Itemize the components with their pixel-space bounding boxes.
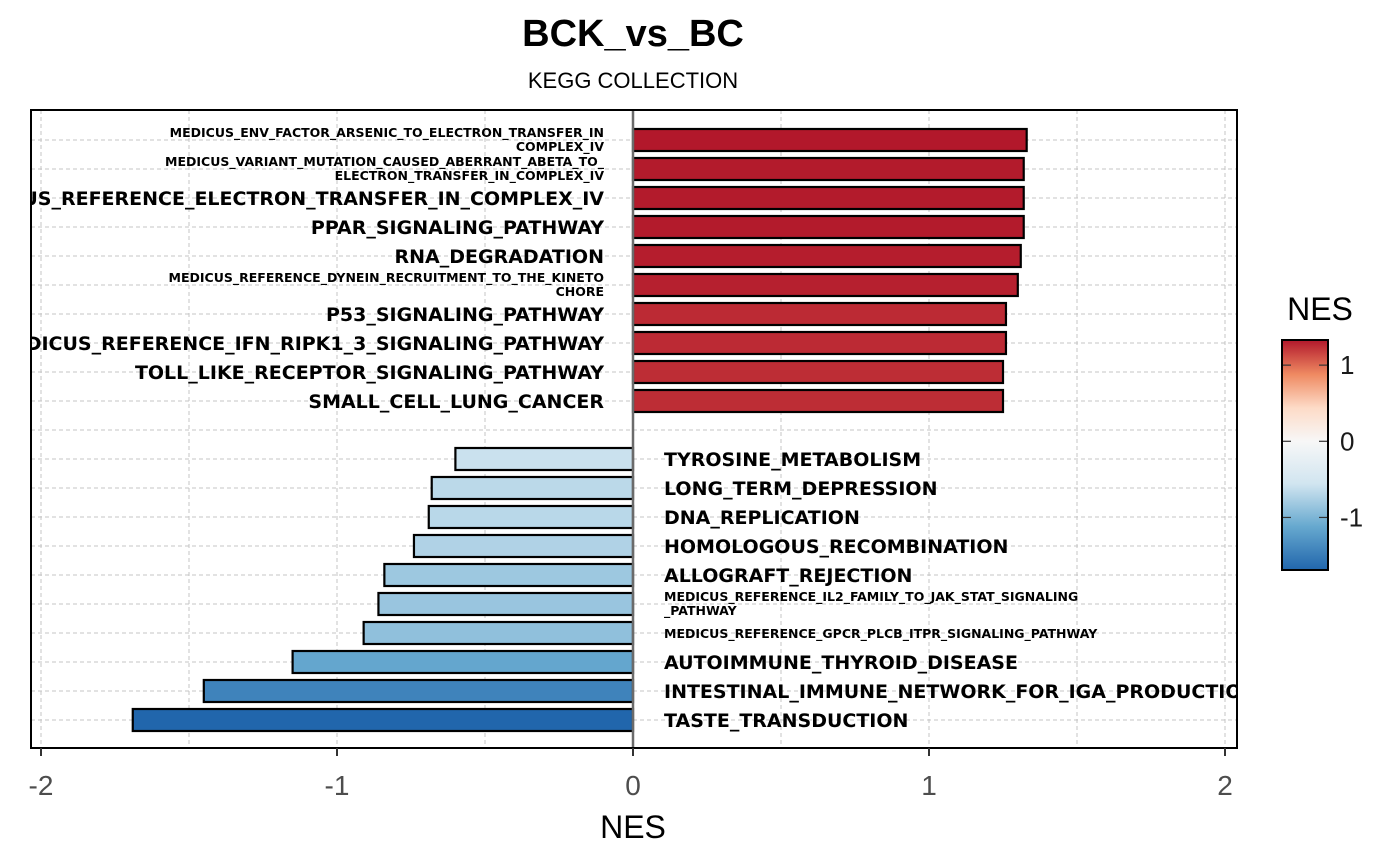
bar-label-line: CHORE <box>556 284 604 299</box>
bar <box>631 214 1025 240</box>
x-tick-label: 1 <box>921 770 937 801</box>
bar-label: TYROSINE_METABOLISM <box>664 449 921 471</box>
bar-label-line: LONG_TERM_DEPRESSION <box>664 478 937 500</box>
bar <box>427 504 635 530</box>
bar-label: MEDICUS_REFERENCE_IL2_FAMILY_TO_JAK_STAT… <box>664 589 1078 619</box>
colorbar-tick-label: 1 <box>1340 350 1354 380</box>
bar-label: TOLL_LIKE_RECEPTOR_SIGNALING_PATHWAY <box>135 362 604 384</box>
bar-label-line: SMALL_CELL_LUNG_CANCER <box>308 391 604 413</box>
bar-label: MEDICUS_VARIANT_MUTATION_CAUSED_ABERRANT… <box>165 154 605 184</box>
bar-label: MEDICUS_REFERENCE_ELECTRON_TRANSFER_IN_C… <box>0 188 604 210</box>
bar-label-line: COMPLEX_IV <box>516 139 604 155</box>
bar <box>383 562 635 588</box>
bar <box>430 475 635 501</box>
bar-label-line: TASTE_TRANSDUCTION <box>664 710 908 732</box>
bar-label-line: MEDICUS_ENV_FACTOR_ARSENIC_TO_ELECTRON_T… <box>170 125 604 141</box>
bar-label: MEDICUS_REFERENCE_IFN_RIPK1_3_SIGNALING_… <box>0 333 604 355</box>
bars <box>131 110 1028 748</box>
bar-label-line: P53_SIGNALING_PATHWAY <box>326 304 604 326</box>
bar-label: SMALL_CELL_LUNG_CANCER <box>308 391 604 413</box>
bar-label-line: MEDICUS_REFERENCE_IFN_RIPK1_3_SIGNALING_… <box>0 333 604 355</box>
bar-label-line: MEDICUS_VARIANT_MUTATION_CAUSED_ABERRANT… <box>165 154 605 170</box>
bar-label-line: ELECTRON_TRANSFER_IN_COMPLEX_IV <box>335 168 605 184</box>
bar <box>631 330 1008 356</box>
x-tick-label: -2 <box>29 770 54 801</box>
bar-label: INTESTINAL_IMMUNE_NETWORK_FOR_IGA_PRODUC… <box>664 681 1257 703</box>
x-tick-label: 0 <box>625 770 641 801</box>
bar <box>631 243 1022 269</box>
bar-label-line: AUTOIMMUNE_THYROID_DISEASE <box>664 652 1018 674</box>
bar-label: MEDICUS_ENV_FACTOR_ARSENIC_TO_ELECTRON_T… <box>170 125 605 155</box>
bar-label-line: DNA_REPLICATION <box>664 507 860 529</box>
x-axis: -2 -1 0 1 2 <box>29 748 1233 801</box>
bar-label: PPAR_SIGNALING_PATHWAY <box>311 217 604 239</box>
bar-label-line: ALLOGRAFT_REJECTION <box>664 565 912 587</box>
bar-label-line: TOLL_LIKE_RECEPTOR_SIGNALING_PATHWAY <box>135 362 604 384</box>
bar-label-line: RNA_DEGRADATION <box>394 246 604 268</box>
bar-label-line: MEDICUS_REFERENCE_IL2_FAMILY_TO_JAK_STAT… <box>664 589 1078 605</box>
bar-label: TASTE_TRANSDUCTION <box>664 710 908 732</box>
bar-label-line: HOMOLOGOUS_RECOMBINATION <box>664 536 1008 558</box>
legend-title: NES <box>1287 291 1353 327</box>
bar <box>131 707 635 733</box>
bar-label-line: MEDICUS_REFERENCE_GPCR_PLCB_ITPR_SIGNALI… <box>664 626 1098 642</box>
bar-label-line: _PATHWAY <box>664 603 738 619</box>
bar-label: AUTOIMMUNE_THYROID_DISEASE <box>664 652 1018 674</box>
bar <box>291 649 635 675</box>
bar <box>631 301 1008 327</box>
bar <box>362 620 635 646</box>
bar-label-line: INTESTINAL_IMMUNE_NETWORK_FOR_IGA_PRODUC… <box>664 681 1257 703</box>
colorbar-tick-label: 0 <box>1340 426 1354 456</box>
bar <box>377 591 635 617</box>
bar-label: MEDICUS_REFERENCE_DYNEIN_RECRUITMENT_TO_… <box>169 270 604 299</box>
x-tick-label: -1 <box>325 770 350 801</box>
bar <box>412 533 635 559</box>
bar <box>631 156 1025 182</box>
bar <box>631 127 1028 153</box>
chart-subtitle: KEGG COLLECTION <box>528 68 738 93</box>
bar-label: RNA_DEGRADATION <box>394 246 604 268</box>
bar <box>631 359 1005 385</box>
bar-label: ALLOGRAFT_REJECTION <box>664 565 912 587</box>
bar-label-line: MEDICUS_REFERENCE_ELECTRON_TRANSFER_IN_C… <box>0 188 604 210</box>
x-tick-label: 2 <box>1217 770 1233 801</box>
bar-label: DNA_REPLICATION <box>664 507 860 529</box>
chart-title: BCK_vs_BC <box>522 13 744 55</box>
colorbar-tick-label: -1 <box>1340 502 1363 532</box>
bar <box>631 388 1005 414</box>
bar-label: P53_SIGNALING_PATHWAY <box>326 304 604 326</box>
bar <box>454 446 635 472</box>
bar <box>631 185 1025 211</box>
bar-label: MEDICUS_REFERENCE_GPCR_PLCB_ITPR_SIGNALI… <box>664 626 1098 642</box>
bar-label: HOMOLOGOUS_RECOMBINATION <box>664 536 1008 558</box>
bar <box>631 272 1019 298</box>
bar <box>202 678 635 704</box>
bar-label-line: PPAR_SIGNALING_PATHWAY <box>311 217 604 239</box>
bar-label-line: TYROSINE_METABOLISM <box>664 449 921 471</box>
bar-labels: MEDICUS_ENV_FACTOR_ARSENIC_TO_ELECTRON_T… <box>0 125 1257 732</box>
colorbar <box>1281 339 1329 571</box>
bar-label-line: MEDICUS_REFERENCE_DYNEIN_RECRUITMENT_TO_… <box>169 270 604 286</box>
color-legend: NES 1 0 -1 <box>1281 291 1363 571</box>
bar-label: LONG_TERM_DEPRESSION <box>664 478 937 500</box>
x-axis-label: NES <box>600 809 666 845</box>
